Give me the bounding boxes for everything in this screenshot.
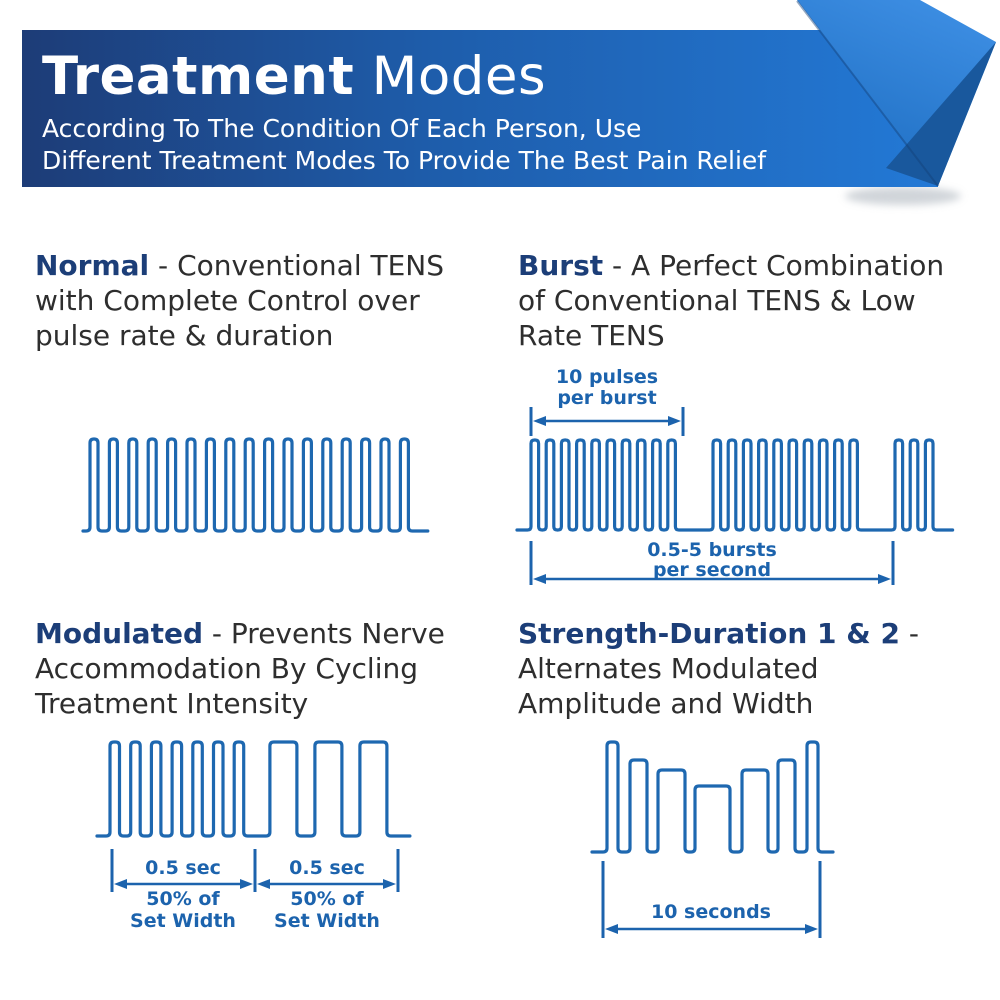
arrowhead-left — [533, 416, 546, 426]
strength-duration-label: 10 seconds — [651, 901, 771, 923]
description-line: Accommodation By Cycling — [35, 652, 419, 685]
separator: - — [203, 617, 231, 650]
modulated-section-heading: Modulated - Prevents Nerve Accommodation… — [35, 616, 490, 721]
arrowhead-right — [668, 416, 681, 426]
burst-waveform — [515, 438, 955, 532]
strength-duration-waveform — [590, 740, 835, 854]
modulated-keyword: Modulated — [35, 617, 203, 650]
arrowhead-right — [878, 574, 891, 584]
burst-section-heading: Burst - A Perfect Combination of Convent… — [518, 248, 996, 353]
description-line: pulse rate & duration — [35, 319, 334, 352]
heading-line: Normal - Conventional TENS — [35, 248, 490, 283]
modulated-dimensions: 0.5 sec 0.5 sec 50% of Set Width 50% of … — [110, 849, 400, 932]
modulated-right-time-label: 0.5 sec — [289, 857, 365, 879]
ribbon-drop-shadow — [845, 187, 961, 205]
arrowhead-left — [605, 924, 618, 934]
separator: - — [149, 249, 178, 282]
modulated-right-width-label-line1: 50% of — [290, 888, 364, 910]
banner-subtitle: According To The Condition Of Each Perso… — [42, 113, 766, 177]
description: A Perfect Combination — [631, 249, 945, 282]
arrowhead-left — [257, 879, 270, 889]
arrowhead-left — [533, 574, 546, 584]
burst-pulses-dimension: 10 pulses per burst — [529, 366, 685, 436]
burst-rate-label-line2: per second — [653, 559, 771, 581]
arrowhead-right — [383, 879, 396, 889]
banner-title-bold: Treatment — [42, 46, 355, 107]
burst-rate-label-line1: 0.5-5 bursts — [647, 539, 777, 561]
burst-top-label-line1: 10 pulses — [556, 366, 658, 388]
modulated-left-time-label: 0.5 sec — [145, 857, 221, 879]
normal-section-heading: Normal - Conventional TENS with Complete… — [35, 248, 490, 353]
banner-title: Treatment Modes — [42, 50, 546, 103]
ribbon-fold-underside — [886, 42, 996, 186]
heading-line: Burst - A Perfect Combination — [518, 248, 996, 283]
banner-subtitle-line1: According To The Condition Of Each Perso… — [42, 114, 642, 143]
banner-subtitle-line2: Different Treatment Modes To Provide The… — [42, 146, 767, 175]
ribbon-band — [22, 30, 938, 187]
description-line: Rate TENS — [518, 319, 665, 352]
strength-duration-keyword: Strength-Duration 1 & 2 — [518, 617, 900, 650]
separator: - — [603, 249, 632, 282]
arrowhead-right — [805, 924, 818, 934]
separator: - — [899, 617, 919, 650]
burst-rate-dimension: 0.5-5 bursts per second — [529, 539, 895, 585]
description-line: Amplitude and Width — [518, 687, 814, 720]
heading-line: Modulated - Prevents Nerve — [35, 616, 490, 651]
heading-line: Strength-Duration 1 & 2 - — [518, 616, 996, 651]
normal-waveform — [81, 437, 430, 533]
arrowhead-right — [240, 879, 253, 889]
modulated-left-width-label-line2: Set Width — [130, 910, 236, 932]
description: Conventional TENS — [177, 249, 445, 282]
modulated-left-width-label-line1: 50% of — [146, 888, 220, 910]
normal-keyword: Normal — [35, 249, 150, 282]
modulated-waveform — [95, 740, 412, 838]
strength-duration-dimension: 10 seconds — [601, 861, 822, 938]
description-line: Alternates Modulated — [518, 652, 819, 685]
description-line: Treatment Intensity — [35, 687, 309, 720]
modulated-right-width-label-line2: Set Width — [274, 910, 380, 932]
strength-duration-section-heading: Strength-Duration 1 & 2 - Alternates Mod… — [518, 616, 996, 721]
waveform-diagrams — [81, 437, 955, 854]
header-ribbon — [22, 0, 996, 205]
description-line: of Conventional TENS & Low — [518, 284, 916, 317]
ribbon-crease-line — [796, 0, 939, 187]
description-line: with Complete Control over — [35, 284, 420, 317]
burst-top-label-line2: per burst — [557, 387, 656, 409]
burst-keyword: Burst — [518, 249, 604, 282]
arrowhead-left — [114, 879, 127, 889]
banner-title-light: Modes — [371, 46, 547, 107]
description: Prevents Nerve — [230, 617, 445, 650]
